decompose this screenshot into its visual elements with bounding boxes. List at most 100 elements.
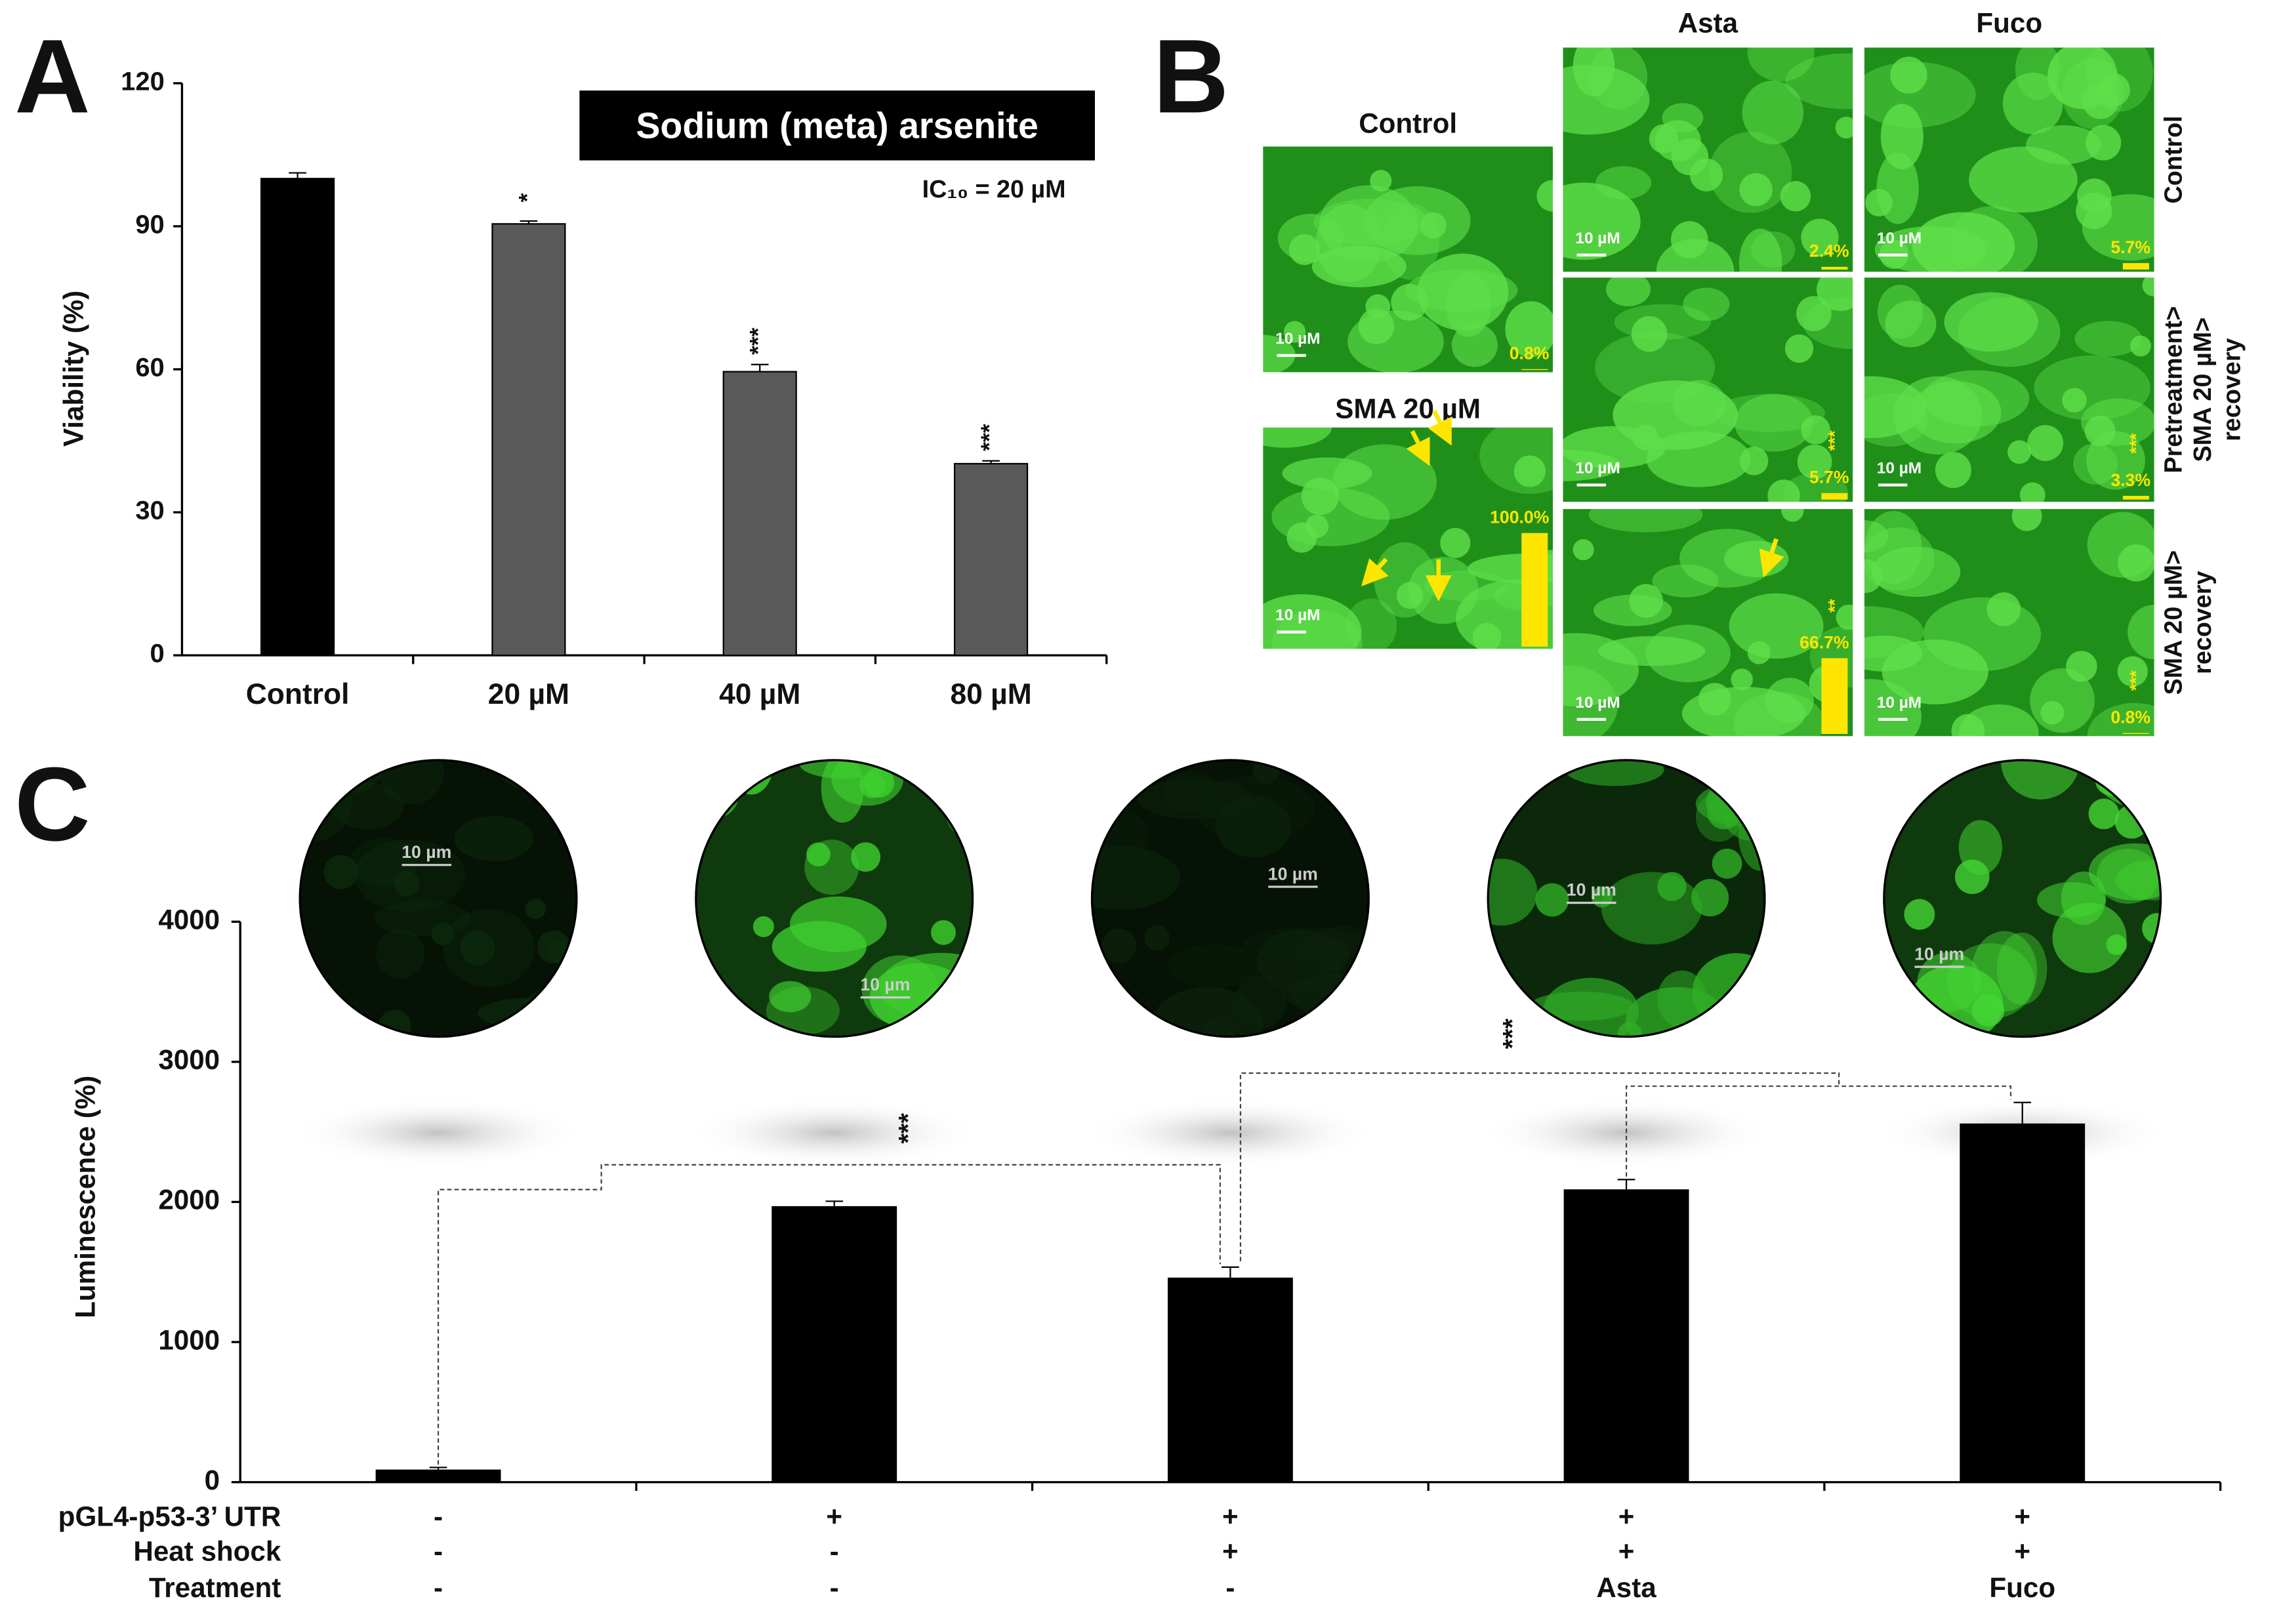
nucleus bbox=[2086, 125, 2122, 161]
title-box bbox=[579, 91, 1095, 161]
micrograph-border bbox=[695, 759, 974, 1038]
arrow bbox=[1406, 430, 1430, 466]
cell bbox=[2096, 848, 2160, 904]
nucleus bbox=[2084, 415, 2116, 447]
row-title: recovery bbox=[2218, 338, 2246, 441]
cell bbox=[1262, 594, 1362, 650]
cell bbox=[1863, 520, 1889, 553]
y-tick-label: 60 bbox=[135, 354, 164, 382]
nucleus bbox=[1283, 321, 1306, 343]
bar bbox=[260, 178, 335, 657]
frame bbox=[1561, 275, 1855, 504]
micrograph bbox=[1562, 277, 1854, 503]
cell bbox=[1598, 636, 1706, 666]
scale-label: 10 µm bbox=[401, 842, 451, 862]
nucleus bbox=[1203, 1017, 1235, 1037]
bar bbox=[375, 1469, 501, 1482]
nucleus bbox=[1396, 582, 1424, 609]
cell bbox=[2034, 355, 2150, 420]
nucleus bbox=[1971, 994, 2005, 1027]
condition-value: + bbox=[2014, 1501, 2030, 1532]
panel-label: A bbox=[14, 17, 90, 134]
condition-value: - bbox=[434, 1501, 443, 1532]
cell bbox=[1595, 166, 1652, 200]
y-tick-label: 90 bbox=[135, 211, 164, 239]
micrograph bbox=[1863, 277, 2155, 503]
percent-label: 0.8% bbox=[2110, 707, 2150, 727]
y-tick-label: 0 bbox=[205, 1465, 220, 1495]
percent-label: 100.0% bbox=[1490, 508, 1549, 527]
column-title: Fuco bbox=[1976, 7, 2042, 38]
nucleus bbox=[1986, 592, 2021, 626]
nucleus bbox=[460, 930, 495, 965]
nucleus bbox=[1698, 683, 1731, 716]
significance: *** bbox=[745, 327, 771, 355]
cell bbox=[1166, 944, 1265, 988]
panel-label: B bbox=[1153, 17, 1229, 134]
bar bbox=[771, 1206, 897, 1482]
percent-label: 5.7% bbox=[2110, 237, 2150, 257]
nucleus bbox=[851, 842, 880, 872]
percent-bar bbox=[1821, 493, 1848, 500]
bar bbox=[1563, 1189, 1689, 1482]
nucleus bbox=[1801, 415, 1830, 445]
nucleus bbox=[2027, 424, 2064, 461]
shadow bbox=[1084, 1097, 1376, 1168]
cell bbox=[946, 796, 973, 837]
cell bbox=[2074, 321, 2143, 357]
nucleus bbox=[1144, 925, 1170, 951]
cell bbox=[1565, 760, 1664, 786]
scale-label: 10 µM bbox=[1575, 460, 1620, 477]
cell bbox=[729, 760, 774, 795]
nucleus bbox=[1863, 559, 1883, 593]
nucleus bbox=[1739, 447, 1769, 476]
nucleus bbox=[1391, 283, 1428, 321]
frame bbox=[1262, 426, 1555, 651]
cell bbox=[1880, 104, 1923, 169]
percent-label: 66.7% bbox=[1800, 632, 1849, 652]
cell bbox=[1751, 231, 1796, 268]
nucleus bbox=[1130, 760, 1155, 779]
nucleus bbox=[806, 842, 831, 866]
cell bbox=[1910, 380, 2002, 444]
nucleus bbox=[1629, 584, 1663, 618]
nucleus bbox=[1935, 452, 1971, 489]
micrograph-border bbox=[1090, 759, 1370, 1038]
nucleus bbox=[1747, 641, 1771, 664]
scale-label: 10 µM bbox=[1877, 230, 1922, 247]
percent-bar bbox=[2122, 263, 2149, 270]
nucleus bbox=[1301, 477, 1340, 516]
nucleus bbox=[2095, 763, 2128, 796]
micrograph bbox=[1863, 508, 2155, 737]
cell bbox=[1652, 564, 1719, 598]
nucleus bbox=[1767, 479, 1800, 503]
scale-label: 10 µM bbox=[1877, 694, 1922, 712]
scale-label: 10 µm bbox=[1914, 944, 1964, 964]
column-title: Asta bbox=[1678, 7, 1738, 38]
cell bbox=[331, 782, 404, 829]
micrograph-border bbox=[1487, 759, 1766, 1038]
nucleus bbox=[1836, 604, 1854, 630]
scale-label: 10 µM bbox=[1575, 694, 1620, 712]
y-tick-label: 30 bbox=[135, 497, 164, 525]
nucleus bbox=[1632, 424, 1658, 451]
condition-value: + bbox=[826, 1501, 842, 1532]
nucleus bbox=[2088, 798, 2120, 830]
condition-value: Asta bbox=[1596, 1572, 1656, 1603]
nucleus bbox=[1951, 714, 1985, 737]
micrograph-bg bbox=[300, 760, 577, 1037]
nucleus bbox=[1801, 218, 1839, 256]
condition-label: Treatment bbox=[149, 1572, 281, 1603]
frame bbox=[1862, 46, 2156, 274]
nucleus bbox=[1670, 221, 1708, 258]
arrow bbox=[1759, 538, 1784, 578]
percent-bar bbox=[2122, 733, 2149, 734]
percent-label: 2.4% bbox=[1809, 241, 1849, 261]
cell bbox=[1488, 859, 1538, 926]
micrograph bbox=[1262, 146, 1554, 373]
cell bbox=[1872, 546, 1961, 598]
cell bbox=[1785, 53, 1854, 110]
condition-value: - bbox=[830, 1536, 839, 1567]
